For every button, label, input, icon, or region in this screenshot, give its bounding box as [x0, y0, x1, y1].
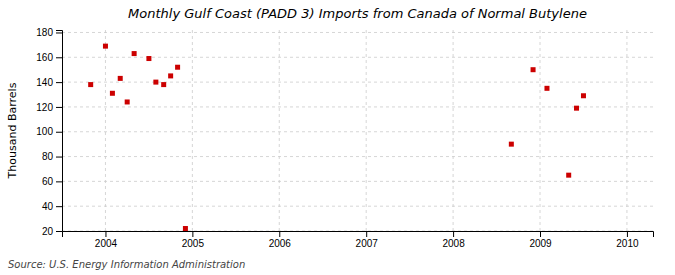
y-axis-title: Thousand Barrels [6, 82, 19, 179]
point [581, 93, 586, 98]
grid-line [105, 30, 106, 231]
tick: 160 [36, 52, 62, 63]
point [88, 82, 93, 87]
tick: 2008 [442, 231, 465, 249]
point [544, 86, 549, 91]
tick-mark [540, 231, 541, 237]
tick: 20 [42, 226, 62, 237]
tick-mark [56, 206, 62, 207]
tick: 2004 [95, 231, 118, 249]
tick-label: 60 [42, 176, 54, 187]
point [118, 76, 123, 81]
grid-line [62, 82, 653, 83]
grid-line [62, 206, 653, 207]
tick-label: 2007 [356, 238, 379, 249]
tick-label: 2005 [182, 238, 205, 249]
grid-line [62, 32, 653, 33]
tick: 120 [36, 102, 62, 113]
tick: 2009 [529, 231, 552, 249]
tick-label: 120 [36, 102, 53, 113]
point [153, 80, 158, 85]
grid-line [279, 30, 280, 231]
point [125, 99, 130, 104]
grid [62, 30, 653, 231]
tick-mark [56, 107, 62, 108]
tick-label: 40 [42, 201, 54, 212]
tick-label: 140 [36, 77, 53, 88]
grid-line [62, 106, 653, 107]
axis-line [63, 232, 654, 238]
point [168, 73, 173, 78]
grid-line [62, 181, 653, 182]
tick: 2010 [616, 231, 639, 249]
tick-mark [56, 32, 62, 33]
point [566, 173, 571, 178]
tick-mark [453, 231, 454, 237]
tick-label: 2009 [529, 238, 552, 249]
point [146, 56, 151, 61]
point [509, 142, 514, 147]
tick: 40 [42, 201, 62, 212]
tick-label: 2006 [269, 238, 292, 249]
grid-line [453, 30, 454, 231]
tick-label: 2010 [616, 238, 639, 249]
grid-line [626, 30, 627, 231]
point [103, 44, 108, 49]
tick-label: 100 [36, 126, 53, 137]
tick: 60 [42, 176, 62, 187]
tick-mark [627, 231, 628, 237]
plot: 2004 2005 2006 2007 2008 2009 2010 20 40 60 80 100 1… [36, 27, 653, 249]
tick: 100 [36, 126, 62, 137]
tick: 2006 [269, 231, 292, 249]
tick-mark [366, 231, 367, 237]
tick-mark [279, 231, 280, 237]
tick-mark [105, 231, 106, 237]
tick-mark [56, 231, 62, 232]
point [132, 51, 137, 56]
tick: 80 [42, 151, 62, 162]
tick-label: 2008 [442, 238, 465, 249]
tick: 140 [36, 77, 62, 88]
point [574, 106, 579, 111]
tick-mark [56, 82, 62, 83]
grid-line [540, 30, 541, 231]
tick-label: 160 [36, 52, 53, 63]
title: Monthly Gulf Coast (PADD 3) Imports from… [128, 6, 587, 21]
axis-line [56, 31, 63, 232]
x-axis: 2004 2005 2006 2007 2008 2009 2010 [63, 231, 654, 249]
tick-mark [56, 57, 62, 58]
point [175, 65, 180, 70]
tick-label: 80 [42, 151, 54, 162]
grid-line [366, 30, 367, 231]
tick-label: 180 [36, 27, 53, 38]
y-axis: 20 40 60 80 100 120 140 160 180 [36, 27, 62, 237]
chart: 2004 2005 2006 2007 2008 2009 2010 20 40 60 80 100 1… [0, 0, 675, 275]
tick-mark [56, 132, 62, 133]
tick-label: 20 [42, 226, 54, 237]
tick-label: 2004 [95, 238, 118, 249]
source: Source: U.S. Energy Information Administ… [8, 259, 245, 270]
tick-mark [56, 157, 62, 158]
tick: 2005 [182, 231, 205, 249]
point [531, 67, 536, 72]
grid-line [192, 30, 193, 231]
point [110, 91, 115, 96]
tick: 2007 [356, 231, 379, 249]
point [161, 82, 166, 87]
grid-line [62, 131, 653, 132]
tick-mark [192, 231, 193, 237]
tick: 180 [36, 27, 62, 38]
points [88, 44, 586, 231]
grid-line [62, 156, 653, 157]
point [183, 226, 188, 231]
tick-mark [56, 181, 62, 182]
